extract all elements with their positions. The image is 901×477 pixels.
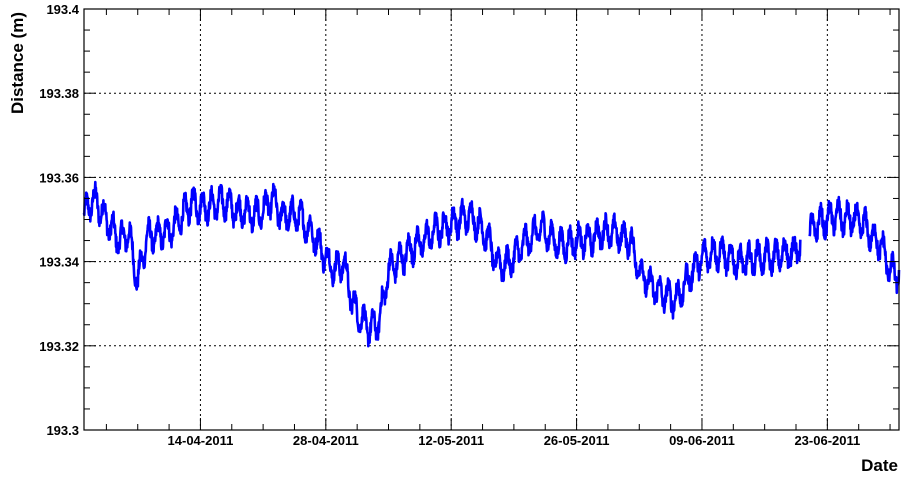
series-line (82, 180, 802, 348)
x-tick-label: 28-04-2011 (293, 433, 359, 448)
data-series (82, 180, 901, 348)
x-tick-label: 26-05-2011 (544, 433, 610, 448)
tick-labels: 193.3 193.32 193.34 193.36 193.38 193.4 14-04-… (39, 2, 860, 448)
x-tick-label: 12-05-2011 (418, 433, 484, 448)
y-tick-label: 193.38 (39, 86, 79, 101)
axis-ticks (84, 8, 899, 431)
series-line (808, 195, 901, 295)
y-tick-label: 193.34 (39, 255, 80, 270)
y-tick-label: 193.3 (46, 423, 79, 438)
x-tick-label: 09-06-2011 (669, 433, 735, 448)
y-tick-label: 193.32 (39, 339, 79, 354)
x-tick-label: 14-04-2011 (168, 433, 234, 448)
x-tick-label: 23-06-2011 (794, 433, 860, 448)
x-axis-title: Date (861, 456, 898, 475)
y-tick-label: 193.4 (46, 2, 79, 17)
grid-lines (84, 9, 899, 430)
y-tick-label: 193.36 (39, 170, 79, 185)
y-axis-title: Distance (m) (8, 12, 27, 114)
